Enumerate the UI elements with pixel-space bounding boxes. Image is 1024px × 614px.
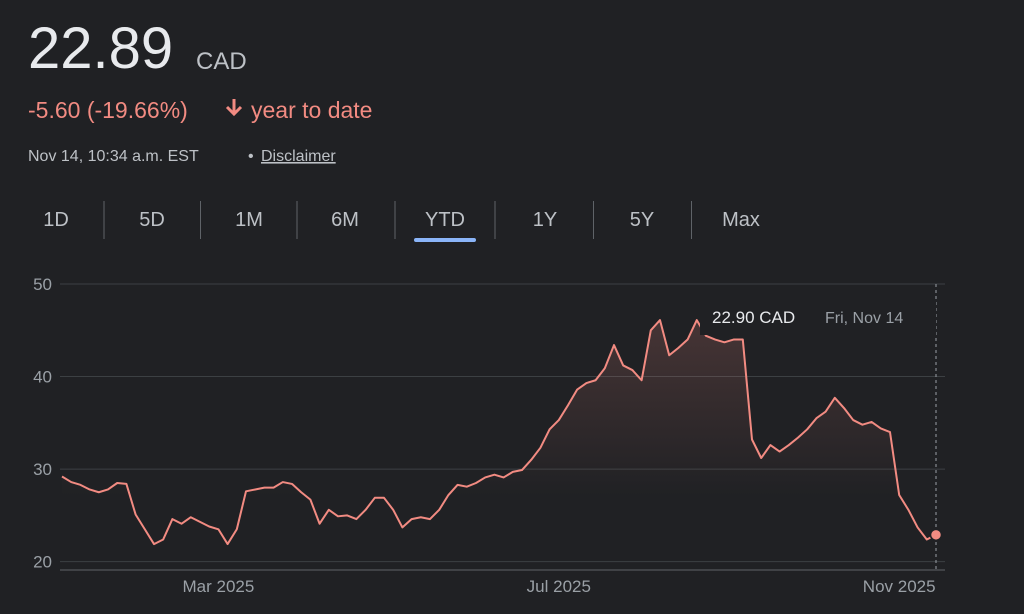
selected-tab-indicator [414,238,476,242]
range-tab[interactable]: Max [722,209,760,231]
period: year to date [251,97,372,123]
x-tick-label: Nov 2025 [863,577,936,596]
tooltip-price: 22.90 CAD [712,308,795,327]
range-tab[interactable]: 1Y [533,209,557,231]
y-tick-label: 20 [33,553,52,572]
range-tab[interactable]: YTD [425,209,465,231]
tooltip-date: Fri, Nov 14 [825,310,903,327]
range-tab[interactable]: 5D [139,209,165,231]
x-tick-label: Jul 2025 [527,577,591,596]
x-tick-label: Mar 2025 [182,577,254,596]
separator: • [248,148,254,165]
range-tab[interactable]: 6M [331,209,359,231]
range-tab[interactable]: 1M [235,209,263,231]
y-tick-label: 50 [33,275,52,294]
down-arrow-icon [225,99,243,117]
price-area [62,320,936,570]
y-tick-label: 40 [33,368,52,387]
y-tick-label: 30 [33,460,52,479]
price: 22.89 [28,16,173,81]
hover-point [929,528,943,542]
tooltip-box [700,299,936,335]
chart: 20 30 40 50 Mar 2025 Jul 2025 Nov 2025 22.90 CA… [33,275,945,596]
timestamp: Nov 14, 10:34 a.m. EST [28,148,199,165]
change: -5.60 (-19.66%) [28,97,188,123]
range-tabs: 1D 5D 1M 6M YTD 1Y 5Y Max [43,201,760,242]
range-tab[interactable]: 5Y [630,209,654,231]
currency: CAD [196,48,247,75]
range-tab[interactable]: 1D [43,209,69,231]
disclaimer-link[interactable]: Disclaimer [261,148,336,165]
price-line [61,319,937,546]
